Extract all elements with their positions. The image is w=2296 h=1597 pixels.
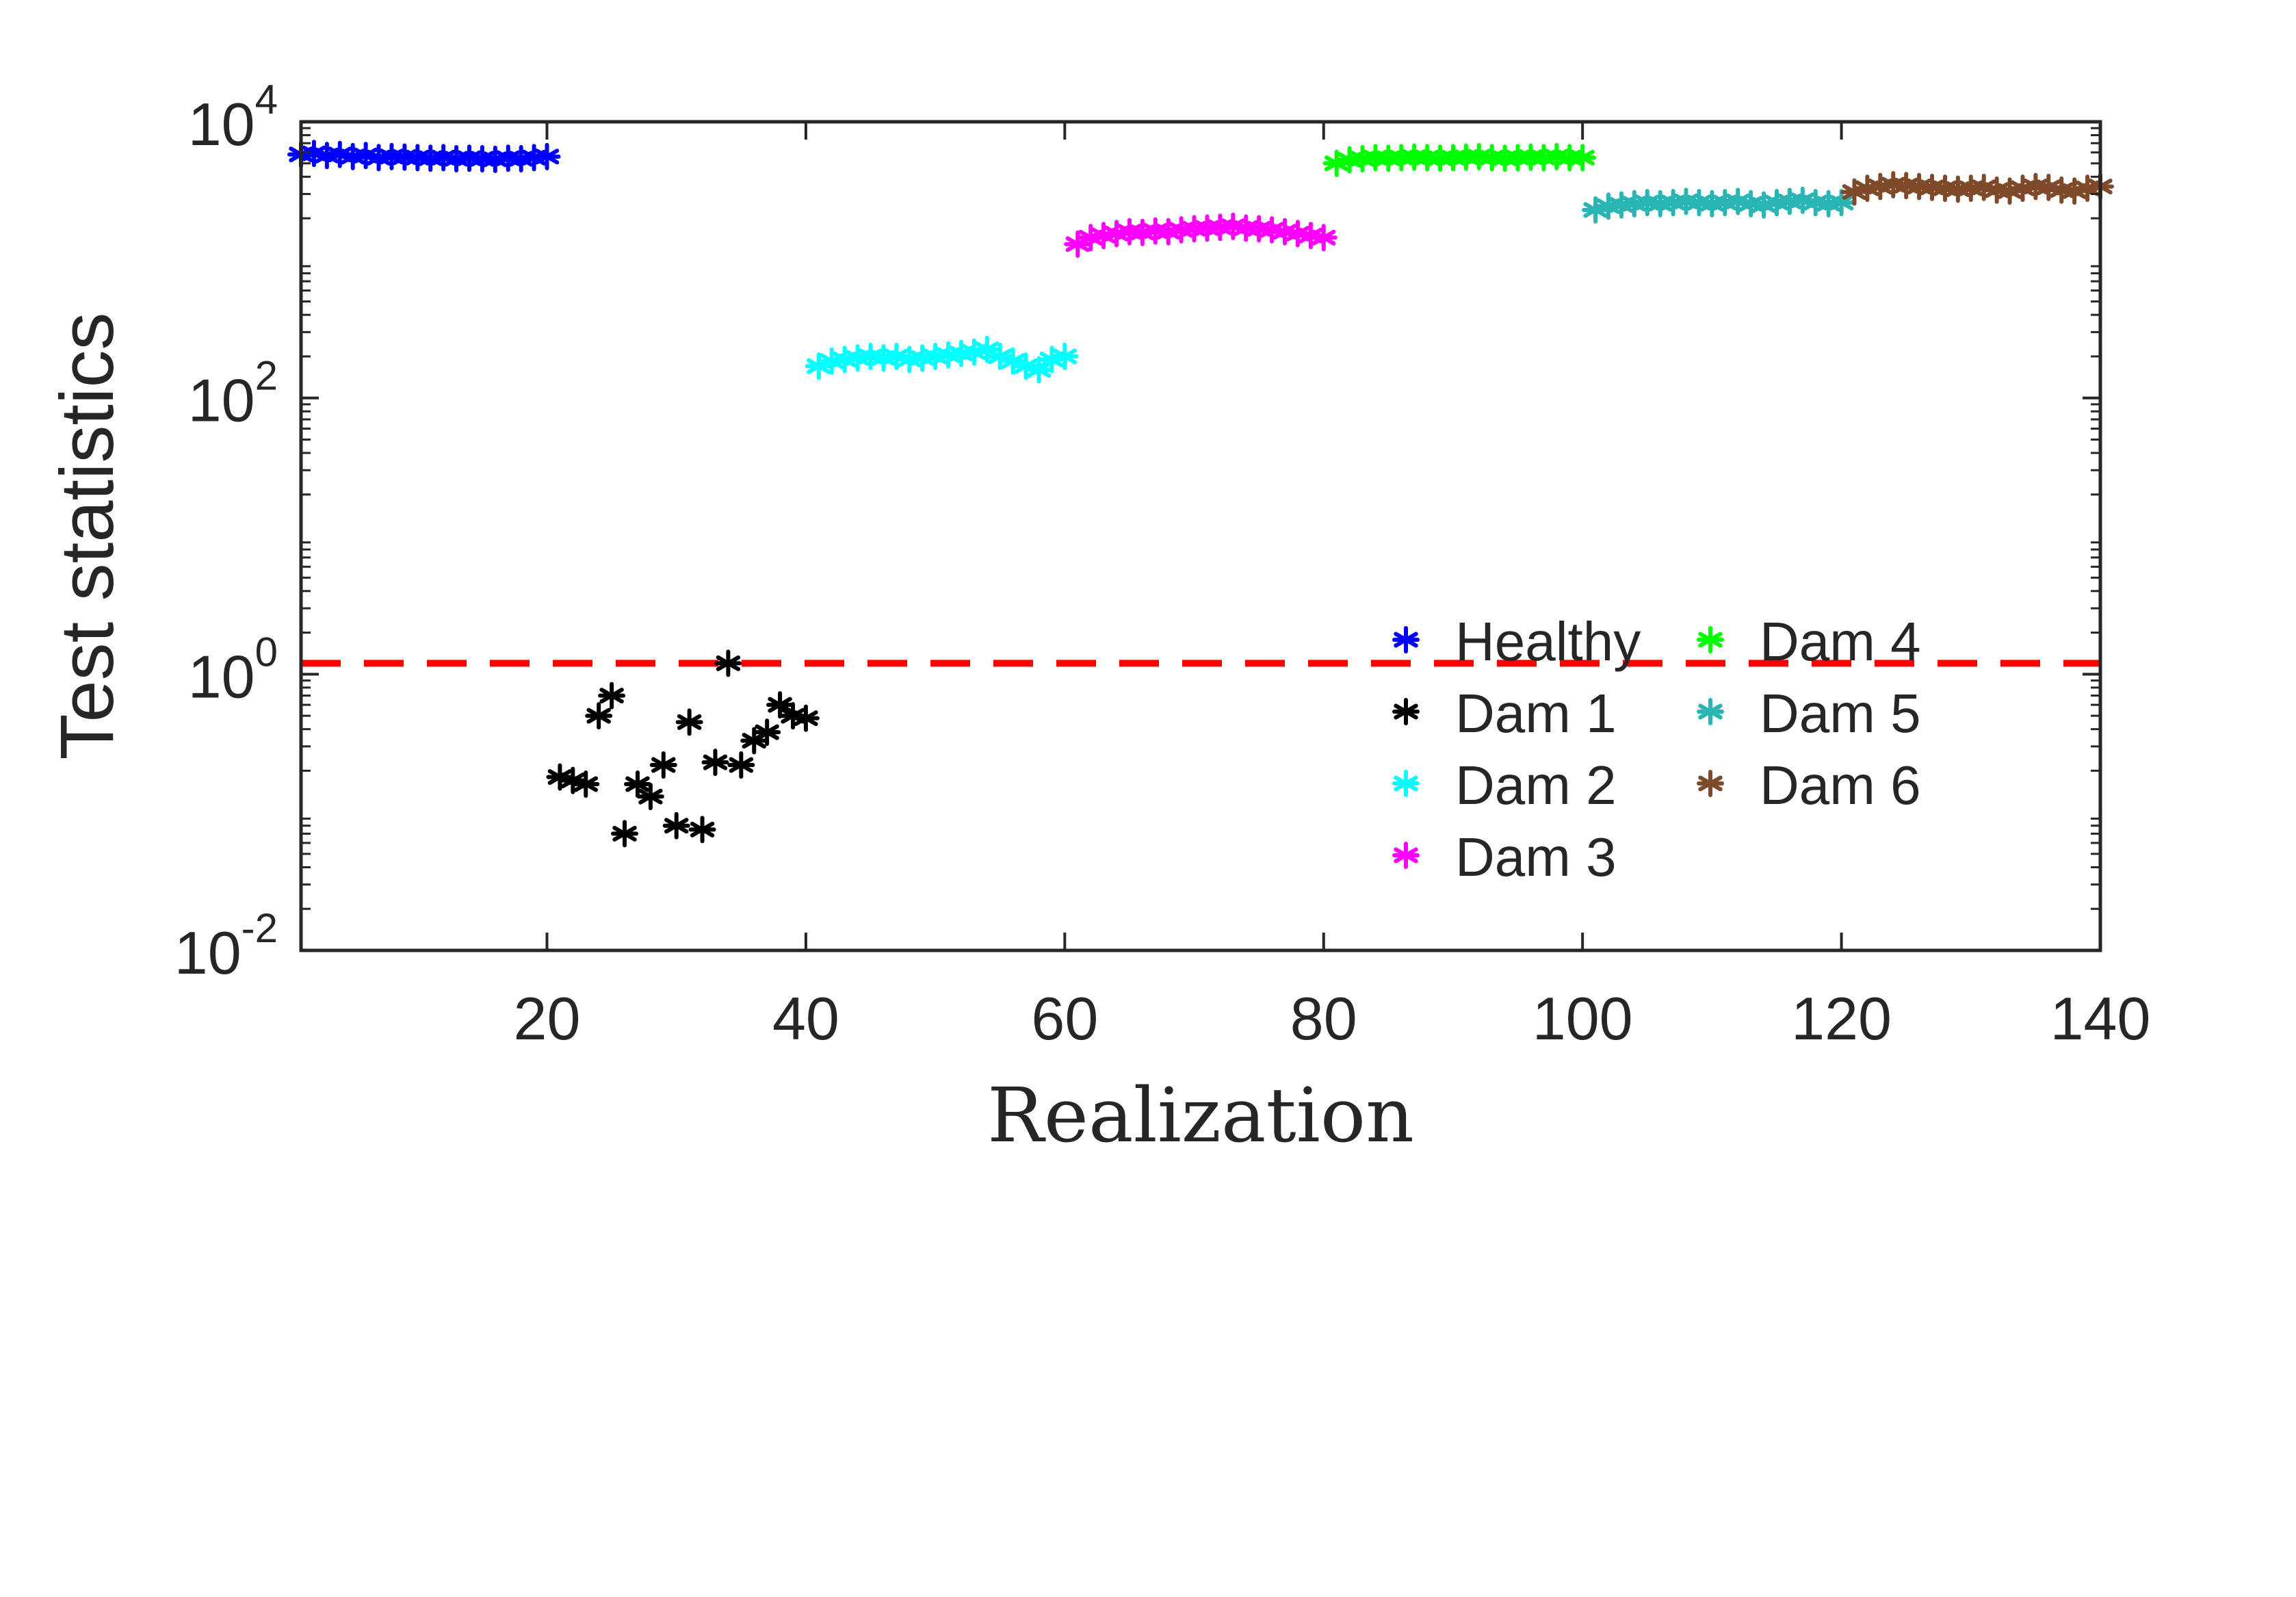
- x-axis-label: Realization: [987, 1072, 1414, 1159]
- legend-entry: Dam 4: [1697, 611, 1921, 672]
- series-dam-4: [1322, 142, 1597, 177]
- y-tick-label-exponent: 4: [255, 77, 278, 122]
- data-point: [714, 649, 742, 677]
- legend-label: Dam 4: [1760, 611, 1921, 672]
- data-point: [1051, 342, 1079, 370]
- y-tick-label: 10-2: [174, 905, 278, 987]
- legend-entry: Dam 1: [1392, 683, 1617, 744]
- series-healthy: [287, 140, 561, 173]
- y-axis-label: Test statistics: [45, 312, 129, 759]
- series-dam-5: [1582, 186, 1855, 224]
- x-tick-label: 80: [1290, 985, 1357, 1052]
- legend-label: Dam 5: [1760, 683, 1921, 744]
- legend-marker: [1392, 770, 1420, 797]
- legend-marker: [1392, 842, 1420, 869]
- axes-box: [299, 120, 2102, 952]
- y-tick-label-base: 10: [188, 367, 255, 434]
- legend-label: Dam 2: [1455, 755, 1617, 816]
- y-tick-label-base: 10: [188, 642, 255, 710]
- data-point: [1750, 191, 1778, 219]
- plot-area: [287, 140, 2114, 848]
- data-point: [649, 751, 677, 779]
- series-dam-3: [1064, 212, 1338, 258]
- data-point: [611, 820, 639, 848]
- y-tick-label-exponent: 0: [255, 629, 278, 675]
- y-tick-label: 104: [188, 77, 278, 158]
- series-dam-1: [546, 649, 820, 848]
- y-tick-label: 100: [188, 629, 278, 710]
- axes: 20 40 60 80 100 120 14010-2100102104Realizatio…: [45, 77, 2150, 1159]
- data-point: [623, 770, 651, 798]
- data-point: [636, 783, 664, 811]
- data-point: [766, 691, 794, 719]
- legend-entry: Dam 3: [1392, 827, 1617, 887]
- y-tick-label-exponent: 2: [255, 353, 278, 399]
- data-point: [662, 812, 690, 840]
- data-point: [675, 708, 703, 736]
- y-tick-label: 102: [188, 353, 278, 434]
- x-tick-label: 60: [1031, 985, 1098, 1052]
- legend-label: Dam 1: [1455, 683, 1617, 744]
- y-tick-label-base: 10: [188, 90, 255, 158]
- data-point: [1309, 224, 1338, 252]
- data-point: [753, 718, 781, 746]
- x-tick-label: 120: [1791, 985, 1892, 1052]
- y-tick-label-exponent: -2: [242, 905, 278, 951]
- data-point: [598, 681, 626, 710]
- x-tick-label: 100: [1532, 985, 1633, 1052]
- legend-marker: [1392, 626, 1420, 653]
- legend-entry: Dam 6: [1697, 755, 1921, 816]
- legend-marker: [1697, 770, 1724, 797]
- data-point: [688, 816, 716, 844]
- legend: Healthy Dam 1 Dam 2 Dam 3 Dam 4 Dam 5 Dam 6: [1392, 611, 1921, 887]
- series-dam-6: [1840, 171, 2114, 206]
- legend-marker: [1392, 698, 1420, 725]
- legend-entry: Healthy: [1392, 611, 1641, 672]
- x-tick-label: 140: [2050, 985, 2151, 1052]
- data-point: [572, 770, 600, 798]
- data-point: [1025, 356, 1053, 384]
- legend-label: Healthy: [1455, 611, 1641, 672]
- legend-marker: [1697, 698, 1724, 725]
- legend-label: Dam 6: [1760, 755, 1921, 816]
- legend-label: Dam 3: [1455, 827, 1617, 887]
- data-point: [701, 749, 729, 777]
- x-tick-label: 20: [514, 985, 581, 1052]
- data-point: [533, 142, 561, 170]
- legend-entry: Dam 5: [1697, 683, 1921, 744]
- data-point: [1569, 144, 1597, 172]
- x-tick-label: 40: [772, 985, 839, 1052]
- legend-marker: [1697, 626, 1724, 653]
- data-point: [727, 751, 755, 779]
- data-point: [585, 702, 613, 730]
- data-point: [792, 704, 820, 732]
- y-tick-label-base: 10: [174, 919, 242, 987]
- data-point: [1827, 189, 1855, 217]
- series-dam-2: [805, 335, 1079, 384]
- legend-entry: Dam 2: [1392, 755, 1617, 816]
